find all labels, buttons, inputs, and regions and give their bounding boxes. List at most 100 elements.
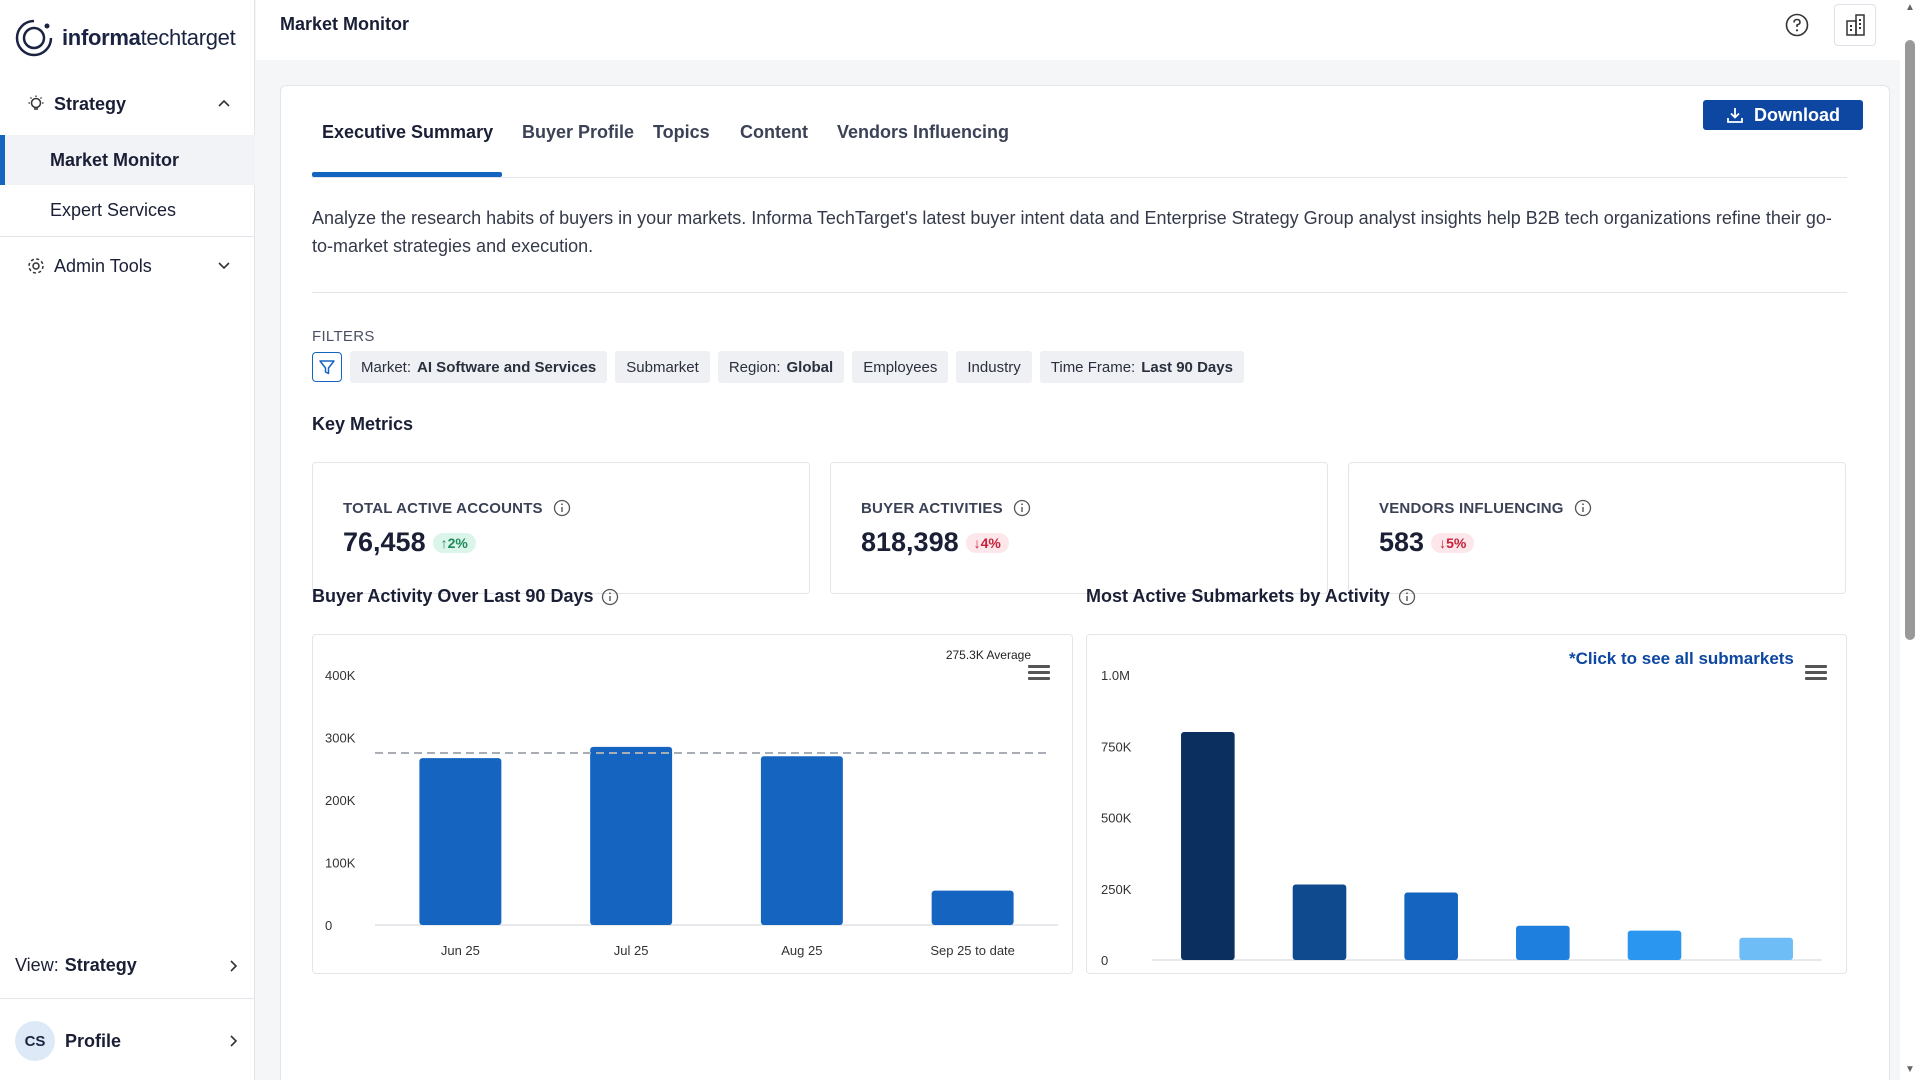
chevron-down-icon [218,262,230,270]
bar [1627,930,1682,960]
sidebar-divider [0,998,255,999]
lightbulb-icon [26,94,46,114]
nav-group-admin-tools[interactable]: Admin Tools [0,240,255,292]
informa-logo-icon [15,19,53,57]
section-divider [312,292,1847,293]
chevron-right-icon [230,960,238,972]
filter-chip-employees[interactable]: Employees [852,351,949,383]
metric-card-buyer-activities: BUYER ACTIVITIES 818,398 ↓ 4% [830,462,1328,594]
x-tick-label: AI Software [1621,974,1688,975]
sidebar-item-expert-services[interactable]: Expert Services [0,185,255,235]
building-icon [1846,14,1865,36]
sidebar-item-market-monitor[interactable]: Market Monitor [0,135,255,185]
info-icon[interactable] [1013,499,1031,517]
y-tick-label: 200K [325,793,356,808]
brand-logo[interactable]: informatechtarget [14,18,236,58]
metric-card-vendors-influencing: VENDORS INFLUENCING 583 ↓ 5% [1348,462,1846,594]
bar [1739,937,1793,960]
scroll-down-icon[interactable]: ▼ [1905,1064,1915,1075]
filter-button[interactable] [312,352,342,382]
profile-menu[interactable]: CS Profile [15,1020,240,1062]
metric-label: BUYER ACTIVITIES [861,499,1003,517]
average-label: 275.3K Average [946,648,1032,662]
x-tick-label: AI & Machine [1393,974,1470,975]
page-scrollbar[interactable]: ▲ ▼ [1900,0,1920,1080]
tab-content[interactable]: Content [740,122,808,142]
see-all-submarkets-link[interactable]: *Click to see all submarkets [1569,649,1794,668]
organization-button[interactable] [1834,4,1876,46]
filter-chip-time-frame[interactable]: Time Frame: Last 90 Days [1039,351,1244,383]
x-tick-label: Jul 25 [614,943,649,958]
y-tick-label: 0 [1101,953,1108,968]
metric-label: TOTAL ACTIVE ACCOUNTS [343,499,543,517]
view-value: Strategy [64,955,137,975]
y-tick-label: 300K [325,731,356,746]
info-icon[interactable] [1398,588,1416,606]
scroll-up-icon[interactable]: ▲ [1905,2,1915,13]
metric-label: VENDORS INFLUENCING [1379,499,1564,517]
profile-label: Profile [65,1030,122,1051]
metric-value: 583 [1379,527,1425,557]
delta-badge: ↑ 2% [432,532,476,553]
intro-text: Analyze the research habits of buyers in… [312,208,1832,256]
y-tick-label: 0 [325,918,332,933]
info-icon[interactable] [553,499,571,517]
x-tick-label: Jun 25 [441,943,480,958]
nav-group-admin-label: Admin Tools [54,255,152,276]
download-icon [1727,108,1743,123]
filter-chip-market[interactable]: Market: AI Software and Services [350,351,608,383]
buyer-activity-chart: 0 100K 200K 300K 400K Jun 25 Jul 25 Aug 25 Sep 2… [312,634,1073,974]
page-title: Market Monitor [280,14,410,34]
sidebar-item-label: Expert Services [50,199,177,220]
chart-menu-button[interactable] [1028,665,1050,683]
tab-vendors-influencing[interactable]: Vendors Influencing [837,122,1010,142]
bar [1404,892,1458,960]
tab-buyer-profile[interactable]: Buyer Profile [522,122,635,142]
sidebar-item-label: Market Monitor [50,149,180,170]
help-icon[interactable] [1784,12,1810,38]
x-tick-label: Sep 25 to date [930,943,1015,958]
tab-bar: Executive Summary Buyer Profile Topics C… [312,86,1847,178]
delta-badge: ↓ 4% [965,532,1009,553]
bar [419,758,502,925]
x-tick-label: AI & Data [1180,974,1236,975]
bar [931,890,1014,925]
y-tick-label: 100K [325,856,356,871]
x-tick-label: Aug 25 [781,943,822,958]
x-tick-label: AI-enabled [1288,974,1351,975]
filter-chip-industry[interactable]: Industry [956,351,1032,383]
download-button[interactable]: Download [1703,100,1863,130]
y-tick-label: 250K [1101,882,1132,897]
filter-chip-region[interactable]: Region: Global [717,351,845,383]
bar [590,746,673,925]
delta-badge: ↓ 5% [1431,532,1475,553]
main-card: Executive Summary Buyer Profile Topics C… [280,85,1890,1080]
filter-bar: Market: AI Software and Services Submarke… [312,351,1244,383]
chevron-right-icon [230,1035,238,1047]
filter-chip-submarket[interactable]: Submarket [615,351,710,383]
brand-name: informatechtarget [62,25,236,50]
scroll-thumb[interactable] [1905,40,1915,640]
download-label: Download [1754,104,1840,125]
view-switcher[interactable]: View: Strategy [15,955,240,976]
buyer-activity-title: Buyer Activity Over Last 90 Days [312,586,619,607]
info-icon[interactable] [601,588,619,606]
view-prefix: View: [15,955,59,975]
key-metrics-title: Key Metrics [312,414,414,434]
info-icon[interactable] [1574,499,1592,517]
filters-label: FILTERS [312,328,375,345]
metric-value: 818,398 [861,527,959,557]
buyer-activity-chart-svg: 0 100K 200K 300K 400K Jun 25 Jul 25 Aug 25 Sep 2… [325,648,1058,958]
filter-icon [319,360,335,375]
y-tick-label: 1.0M [1101,668,1130,683]
top-bar: Market Monitor [256,0,1900,60]
bar [1292,884,1347,960]
sidebar: informatechtarget Strategy Market Monito… [0,0,255,1080]
tab-executive-summary[interactable]: Executive Summary [322,122,494,142]
y-tick-label: 500K [1101,811,1132,826]
tab-topics[interactable]: Topics [653,122,710,142]
nav-group-strategy[interactable]: Strategy [0,78,255,130]
chart-menu-button[interactable] [1805,665,1827,683]
x-tick-label: Agentic AI [1737,974,1796,975]
